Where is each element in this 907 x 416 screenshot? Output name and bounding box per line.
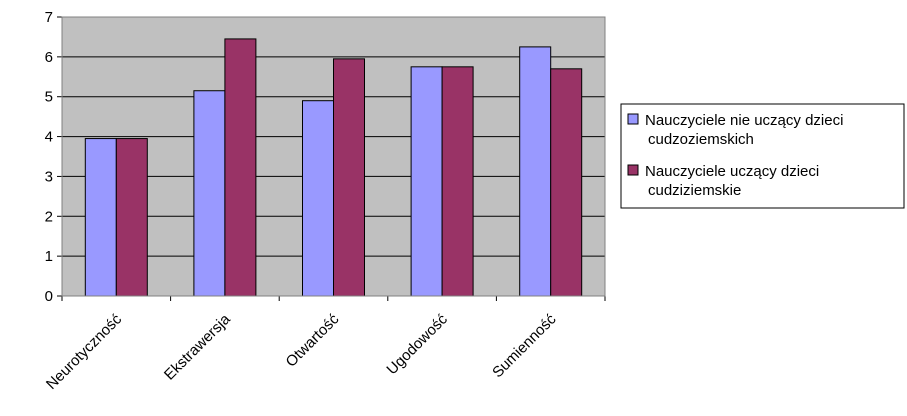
x-tick-label: Otwartość [283,310,343,370]
x-tick-label: Ugodowość [383,310,451,378]
bar-series-2-2 [224,38,257,297]
bar-series-1-1 [84,138,117,297]
legend-label-series-2: Nauczyciele uczący dzieci cudziziemskie [645,163,823,199]
legend-box [620,103,905,209]
bar-series-1-3 [302,100,334,297]
bar-series-2-4 [441,66,474,297]
x-tick-label: Neurotyczność [43,310,126,393]
x-axis: Neurotyczność Ekstrawersja Otwartość Ugodow… [43,295,606,393]
legend: Nauczyciele nie uczący dzieci cudzoziems… [620,103,905,209]
y-tick-label: 2 [45,208,53,225]
bar-series-1-4 [410,66,443,297]
y-tick-label: 6 [45,49,53,66]
y-tick-label: 7 [45,9,53,26]
legend-swatch-series-1 [627,113,639,125]
y-tick-label: 4 [45,129,53,146]
y-tick-label: 5 [45,89,53,106]
y-tick-label: 1 [45,248,53,265]
bar-series-1-2 [193,90,226,297]
y-axis: 0 1 2 3 4 5 6 7 [45,9,63,305]
bar-series-2-1 [115,138,148,297]
legend-label-series-1: Nauczyciele nie uczący dzieci cudzoziems… [645,112,848,148]
y-tick-label: 0 [45,288,53,305]
plot-border [61,16,606,297]
x-tick-label: Sumienność [489,310,560,381]
bar-series-2-3 [333,58,365,297]
x-tick-label: Ekstrawersja [161,310,234,383]
y-tick-label: 3 [45,168,53,185]
bar-series-1-5 [519,46,552,297]
legend-swatch-series-2 [627,164,639,176]
bar-series-2-5 [550,68,583,297]
